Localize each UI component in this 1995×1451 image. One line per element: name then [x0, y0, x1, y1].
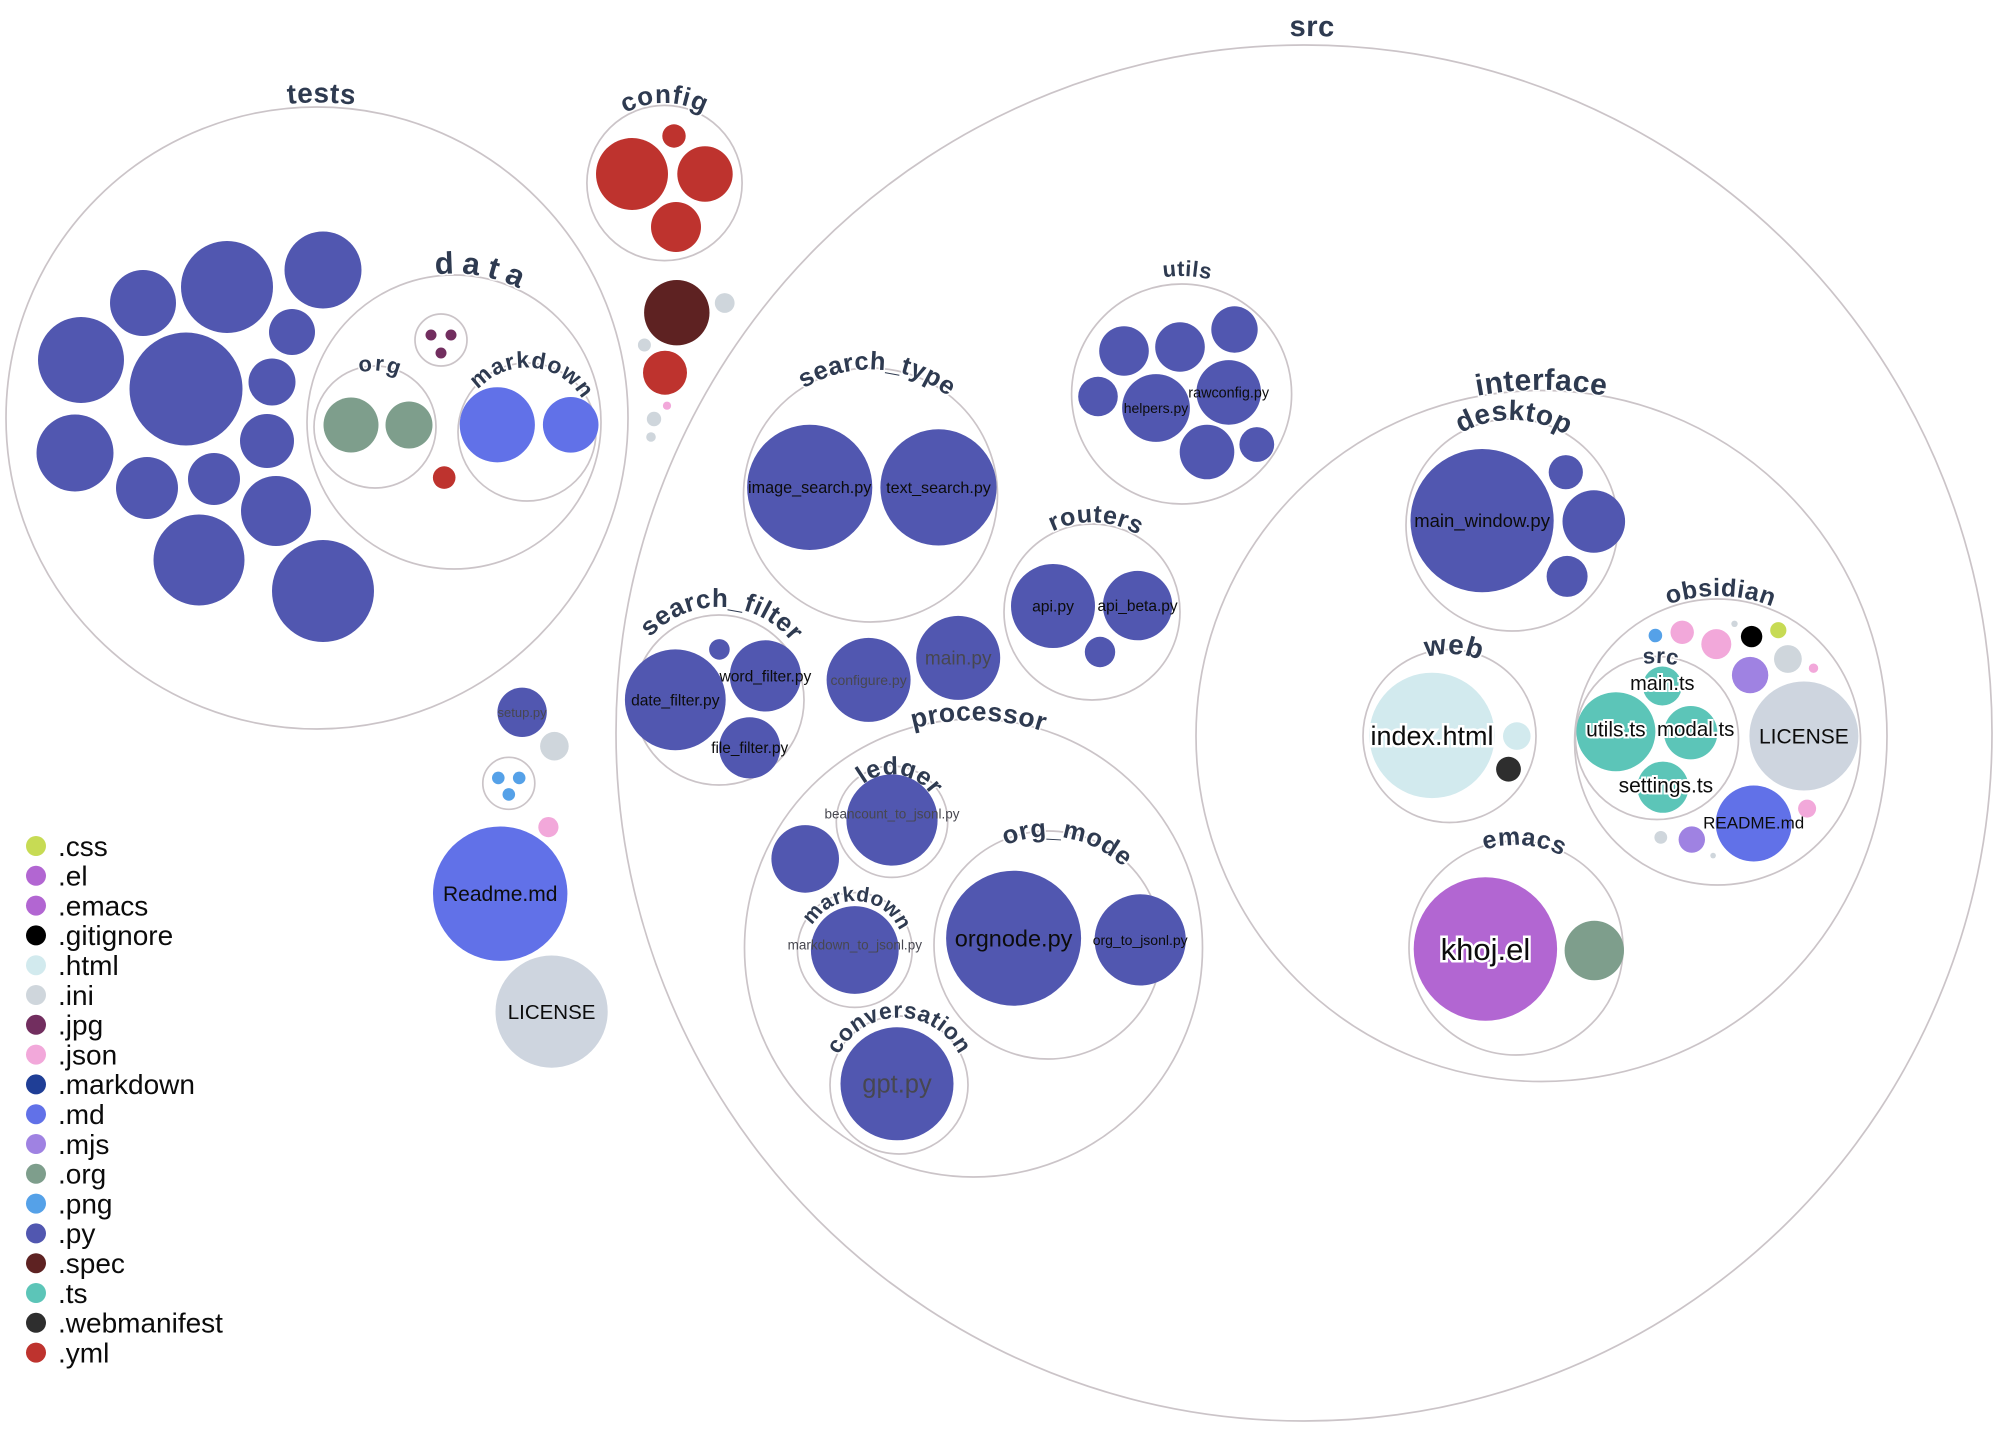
svg-text:.html: .html [58, 950, 119, 981]
svg-text:text_search.py: text_search.py [886, 479, 992, 497]
svg-text:org_to_jsonl.py: org_to_jsonl.py [1093, 932, 1188, 948]
svg-text:.emacs: .emacs [58, 890, 148, 921]
svg-text:.png: .png [58, 1188, 113, 1219]
svg-text:rawconfig.py: rawconfig.py [1188, 385, 1270, 401]
svg-text:date_filter.py: date_filter.py [631, 692, 720, 709]
svg-text:interface: interface [1473, 364, 1611, 403]
svg-text:image_search.py: image_search.py [748, 479, 872, 497]
svg-text:utils: utils [1161, 256, 1214, 284]
svg-text:main_window.py: main_window.py [1414, 510, 1550, 532]
svg-text:.org: .org [58, 1159, 106, 1190]
svg-text:.el: .el [58, 861, 88, 892]
svg-text:.ini: .ini [58, 980, 94, 1011]
svg-text:.json: .json [58, 1039, 117, 1070]
svg-text:index.html: index.html [1370, 721, 1493, 751]
svg-text:.yml: .yml [58, 1337, 109, 1368]
svg-text:utils.ts: utils.ts [1586, 718, 1646, 741]
svg-text:.mjs: .mjs [58, 1129, 109, 1160]
svg-text:orgnode.py: orgnode.py [955, 925, 1073, 951]
svg-text:beancount_to_jsonl.py: beancount_to_jsonl.py [824, 806, 959, 821]
svg-text:configure.py: configure.py [830, 672, 906, 688]
svg-text:markdown_to_jsonl.py: markdown_to_jsonl.py [788, 938, 923, 953]
svg-text:setup.py: setup.py [498, 705, 548, 720]
svg-text:gpt.py: gpt.py [862, 1071, 932, 1099]
svg-text:README.md: README.md [1703, 813, 1804, 832]
svg-text:src: src [1289, 11, 1335, 44]
svg-text:LICENSE: LICENSE [1759, 725, 1849, 748]
svg-text:.gitignore: .gitignore [58, 920, 173, 951]
svg-text:.py: .py [58, 1218, 95, 1249]
svg-text:.md: .md [58, 1099, 105, 1130]
svg-text:LICENSE: LICENSE [508, 1001, 596, 1024]
svg-text:org: org [357, 350, 407, 380]
svg-text:modal.ts: modal.ts [1657, 718, 1734, 741]
svg-text:api_beta.py: api_beta.py [1098, 598, 1178, 615]
svg-text:main.py: main.py [925, 649, 992, 670]
svg-text:word_filter.py: word_filter.py [718, 668, 811, 685]
svg-text:.ts: .ts [58, 1278, 88, 1309]
svg-text:.spec: .spec [58, 1248, 125, 1279]
svg-text:web: web [1421, 629, 1488, 666]
svg-text:.jpg: .jpg [58, 1010, 103, 1041]
svg-text:api.py: api.py [1032, 599, 1074, 616]
svg-text:src: src [1641, 643, 1681, 671]
svg-text:main.ts: main.ts [1630, 673, 1694, 695]
svg-text:.webmanifest: .webmanifest [58, 1308, 223, 1339]
svg-text:khoj.el: khoj.el [1441, 932, 1531, 967]
svg-text:Readme.md: Readme.md [443, 883, 557, 906]
svg-text:helpers.py: helpers.py [1124, 400, 1189, 416]
svg-text:file_filter.py: file_filter.py [711, 740, 788, 757]
svg-text:.css: .css [58, 831, 108, 862]
svg-text:.markdown: .markdown [58, 1069, 195, 1100]
svg-text:settings.ts: settings.ts [1619, 774, 1714, 797]
